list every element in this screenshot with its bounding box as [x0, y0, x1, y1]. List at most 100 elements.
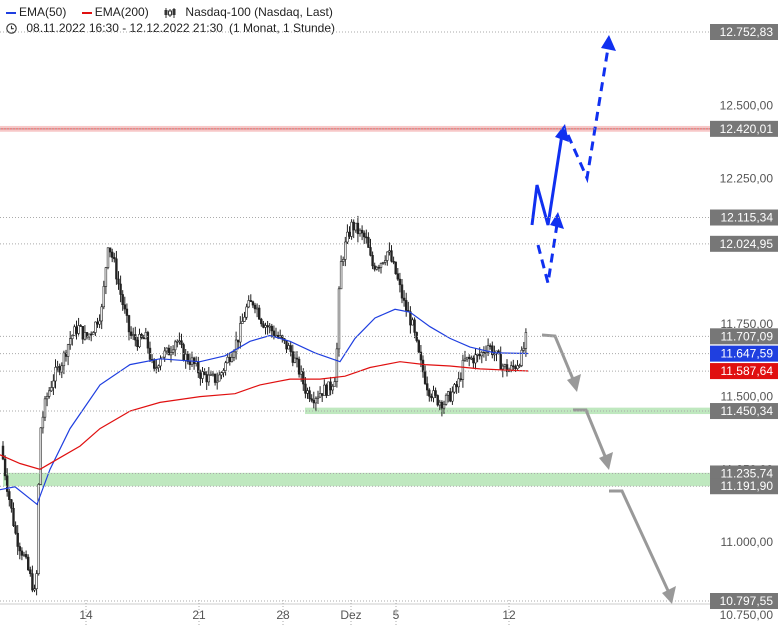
candle-19 [41, 411, 45, 434]
ema50-line [0, 308, 529, 506]
candle-162 [341, 256, 345, 266]
candle-45 [96, 317, 99, 328]
candle-50 [106, 247, 110, 270]
candle-91 [192, 356, 196, 370]
candle-16 [35, 570, 38, 596]
instrument-name: Nasdaq-100 (Nasdaq, Last) [185, 5, 333, 19]
candle-211 [444, 393, 448, 406]
candle-93 [197, 356, 200, 378]
candle-213 [449, 387, 452, 403]
y-tick-label-5: 11.000,00 [721, 535, 774, 549]
candle-150 [316, 390, 320, 405]
candle-58 [123, 296, 127, 314]
candle-61 [129, 326, 133, 339]
candle-222 [467, 354, 471, 367]
candle-95 [201, 366, 204, 384]
candle-178 [375, 265, 378, 271]
level-box-8 [710, 465, 778, 482]
candle-195 [411, 317, 414, 326]
candle-121 [255, 303, 259, 318]
candle-198 [417, 339, 420, 354]
candle-235 [495, 350, 498, 362]
candle-68 [144, 327, 147, 340]
candle-246 [518, 363, 521, 368]
candle-15 [33, 584, 36, 593]
candle-115 [243, 311, 246, 323]
candle-40 [85, 331, 89, 340]
candle-136 [287, 342, 290, 350]
candle-220 [463, 350, 467, 362]
candle-186 [392, 256, 395, 265]
level-box-4 [710, 328, 778, 345]
level-label-3: 12.024,95 [720, 237, 774, 251]
candle-138 [291, 344, 294, 367]
candle-135 [285, 340, 288, 353]
candle-125 [264, 322, 267, 335]
candle-30 [64, 349, 68, 362]
candle-214 [451, 386, 454, 405]
candle-151 [318, 386, 322, 398]
chart-legend: EMA(50) EMA(200) Nasdaq-100 (Nasdaq, Las… [6, 5, 339, 19]
support-zone-2 [3, 472, 710, 487]
candle-245 [516, 360, 519, 370]
candle-3 [8, 489, 11, 507]
candle-177 [373, 262, 376, 272]
level-box-5 [710, 345, 778, 362]
candle-0 [1, 441, 5, 461]
candle-192 [404, 292, 408, 317]
candle-27 [58, 363, 61, 376]
candle-87 [184, 349, 187, 369]
candle-119 [251, 300, 255, 308]
candle-166 [350, 219, 353, 240]
x-tick-label-1: 21 [192, 608, 206, 622]
candle-118 [249, 294, 252, 302]
candle-20 [43, 396, 47, 422]
candle-48 [102, 280, 106, 310]
candle-56 [119, 275, 122, 303]
candle-154 [325, 383, 328, 399]
candle-182 [383, 255, 387, 266]
candle-248 [522, 341, 526, 353]
candle-114 [241, 313, 244, 324]
candle-11 [24, 550, 28, 560]
candle-105 [222, 368, 225, 378]
candle-168 [354, 222, 357, 233]
candlestick-icon [164, 5, 179, 19]
level-box-9 [710, 478, 778, 495]
ema50-swatch [6, 11, 16, 14]
candle-175 [369, 238, 372, 257]
candle-2 [5, 468, 9, 497]
x-axis: 14 21 28 Dez 5 12 [0, 600, 710, 625]
legend-ema200-label: EMA(200) [94, 5, 149, 19]
candle-202 [425, 376, 429, 396]
candle-226 [476, 353, 479, 363]
candle-10 [22, 551, 26, 557]
candle-239 [503, 363, 507, 369]
candle-196 [413, 317, 416, 339]
candle-159 [335, 342, 339, 388]
candle-44 [94, 321, 97, 337]
legend-ema200[interactable]: EMA(200) [81, 5, 155, 19]
level-box-3 [710, 235, 778, 252]
candle-132 [278, 329, 282, 339]
candle-98 [207, 367, 210, 386]
candle-88 [186, 351, 189, 365]
candle-173 [365, 229, 368, 244]
candle-97 [205, 371, 208, 390]
candle-85 [180, 333, 183, 349]
candle-221 [465, 356, 469, 362]
candles-layer [1, 215, 528, 596]
candle-117 [247, 295, 250, 309]
y-tick-label-0: 12.500,00 [720, 99, 774, 113]
candle-28 [60, 362, 64, 379]
candle-190 [400, 279, 404, 304]
candle-31 [66, 343, 70, 366]
price-levels: 12.752,83 12.420,01 12.115,34 12.024,95 11.7… [0, 24, 778, 609]
candle-75 [159, 355, 162, 371]
legend-ema50[interactable]: EMA(50) [6, 5, 72, 19]
level-label-10: 10.797,55 [720, 594, 774, 608]
candle-21 [45, 392, 49, 407]
legend-ema50-label: EMA(50) [19, 5, 67, 19]
candle-146 [308, 386, 311, 403]
